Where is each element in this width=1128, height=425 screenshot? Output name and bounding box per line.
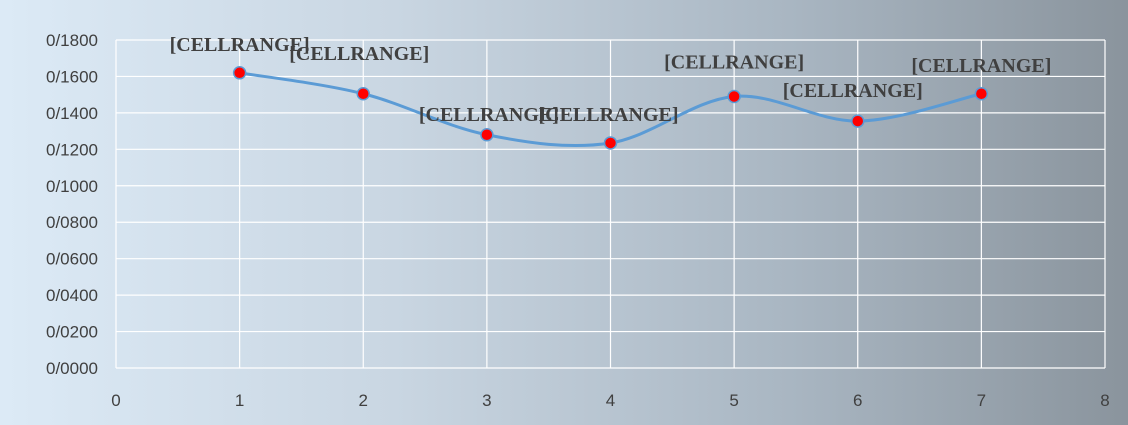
x-tick-label: 1 xyxy=(235,391,244,410)
data-point xyxy=(603,136,618,150)
data-label: [CELLRANGE] xyxy=(289,43,429,65)
x-tick-label: 0 xyxy=(111,391,120,410)
data-label: [CELLRANGE] xyxy=(419,104,559,126)
y-tick-label: 0/0600 xyxy=(46,250,98,269)
x-tick-label: 8 xyxy=(1100,391,1109,410)
y-tick-label: 0/1600 xyxy=(46,67,98,86)
y-tick-label: 0/0000 xyxy=(46,359,98,378)
x-tick-label: 3 xyxy=(482,391,491,410)
y-axis-tick-labels: 0/0000 0/0200 0/0400 0/0600 0/0800 0/1000 0/12… xyxy=(46,31,98,378)
y-tick-label: 0/0200 xyxy=(46,323,98,342)
data-point xyxy=(232,66,247,80)
y-tick-label: 0/1000 xyxy=(46,177,98,196)
data-label: [CELLRANGE] xyxy=(783,80,923,102)
x-axis-tick-labels: 0 1 2 3 4 5 6 7 8 xyxy=(111,391,1109,410)
x-tick-label: 6 xyxy=(853,391,862,410)
data-label: [CELLRANGE] xyxy=(538,104,678,126)
data-label: [CELLRANGE] xyxy=(664,51,804,73)
data-label: [CELLRANGE] xyxy=(911,55,1051,77)
data-point xyxy=(974,87,989,101)
x-tick-label: 7 xyxy=(977,391,986,410)
data-point xyxy=(356,87,370,101)
data-point xyxy=(851,114,865,128)
y-tick-label: 0/0800 xyxy=(46,213,98,232)
x-tick-label: 5 xyxy=(729,391,738,410)
y-tick-label: 0/1400 xyxy=(46,104,98,123)
y-tick-label: 0/1800 xyxy=(46,31,98,50)
data-labels: [CELLRANGE][CELLRANGE][CELLRANGE][CELLRA… xyxy=(170,34,1052,126)
data-label: [CELLRANGE] xyxy=(170,34,310,56)
y-tick-label: 0/0400 xyxy=(46,286,98,305)
x-tick-label: 2 xyxy=(359,391,368,410)
x-tick-label: 4 xyxy=(606,391,615,410)
data-point xyxy=(727,89,741,104)
data-markers xyxy=(232,66,989,150)
gridlines xyxy=(115,39,1106,369)
y-tick-label: 0/1200 xyxy=(46,140,98,159)
data-point xyxy=(480,128,494,142)
